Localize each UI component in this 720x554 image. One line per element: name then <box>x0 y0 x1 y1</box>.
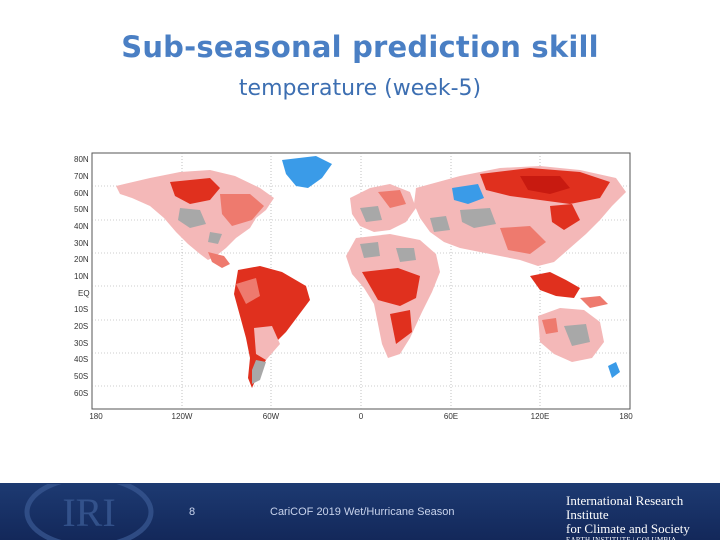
lon-label: 60W <box>263 412 280 421</box>
footer-caption: CariCOF 2019 Wet/Hurricane Season <box>270 506 455 518</box>
asia-deep <box>520 176 570 194</box>
australia-mid <box>542 318 558 334</box>
lon-label: 180 <box>619 412 633 421</box>
new-zealand <box>608 362 620 378</box>
central-america <box>208 252 230 268</box>
indonesia <box>530 272 580 298</box>
map-body <box>92 153 630 409</box>
slide-title: Sub-seasonal prediction skill <box>121 30 599 64</box>
greenland <box>282 156 332 188</box>
lat-label: 50N <box>74 205 89 214</box>
asia-neutral <box>460 208 496 228</box>
iri-logo-text: IRI <box>62 490 115 535</box>
lon-label: 180 <box>89 412 103 421</box>
australia-neutral <box>564 324 590 346</box>
sa-mid <box>236 278 260 304</box>
asia-east-high <box>550 204 580 230</box>
lon-label: 0 <box>359 412 364 421</box>
lat-label: 50S <box>74 372 88 381</box>
world-map-svg: 80N 70N 60N 50N 40N 30N 20N 10N EQ 10S 2… <box>74 152 633 421</box>
lat-label: EQ <box>78 289 90 298</box>
asia-negative <box>452 184 484 204</box>
institution-line-1: International Research Institute <box>566 493 684 522</box>
europe-neutral <box>360 206 382 222</box>
skill-map: 80N 70N 60N 50N 40N 30N 20N 10N EQ 10S 2… <box>60 148 650 424</box>
new-guinea <box>580 296 608 308</box>
lat-label: 40S <box>74 355 88 364</box>
lat-label: 40N <box>74 222 89 231</box>
lat-label: 10S <box>74 305 88 314</box>
lat-label: 20S <box>74 322 88 331</box>
na-neutral <box>178 208 206 228</box>
lat-label: 30S <box>74 339 88 348</box>
iri-logo: IRI <box>24 484 154 540</box>
africa-neutral-2 <box>396 248 416 262</box>
sa-light <box>254 326 280 360</box>
africa-south-high <box>390 310 412 344</box>
lat-label: 10N <box>74 272 89 281</box>
slide-subtitle: temperature (week-5) <box>238 76 482 101</box>
footer-bar <box>0 483 720 540</box>
africa-neutral <box>360 242 380 258</box>
europe-mid <box>378 190 406 208</box>
na-skill-high <box>170 178 220 204</box>
institution-line-3: EARTH INSTITUTE | COLUMBIA UNIVERSITY <box>566 536 677 553</box>
page-number: 8 <box>189 506 196 518</box>
institution-line-2: for Climate and Society <box>566 521 690 536</box>
lat-label: 30N <box>74 239 89 248</box>
lat-label: 60N <box>74 189 89 198</box>
lat-label: 80N <box>74 155 89 164</box>
na-skill-east <box>220 194 264 226</box>
lon-labels: 180 120W 60W 0 60E 120E 180 <box>89 412 633 421</box>
lon-label: 120W <box>172 412 193 421</box>
lon-label: 120E <box>531 412 550 421</box>
lat-label: 20N <box>74 255 89 264</box>
africa-high <box>362 268 420 306</box>
na-neutral-2 <box>208 232 222 244</box>
asia-neutral-2 <box>430 216 450 232</box>
lat-label: 70N <box>74 172 89 181</box>
institution-name: International Research Institute for Cli… <box>566 494 720 554</box>
sa-neutral <box>252 360 266 384</box>
lat-labels: 80N 70N 60N 50N 40N 30N 20N 10N EQ 10S 2… <box>74 155 90 398</box>
lon-label: 60E <box>444 412 458 421</box>
asia-south-mid <box>500 226 546 254</box>
lat-label: 60S <box>74 389 88 398</box>
